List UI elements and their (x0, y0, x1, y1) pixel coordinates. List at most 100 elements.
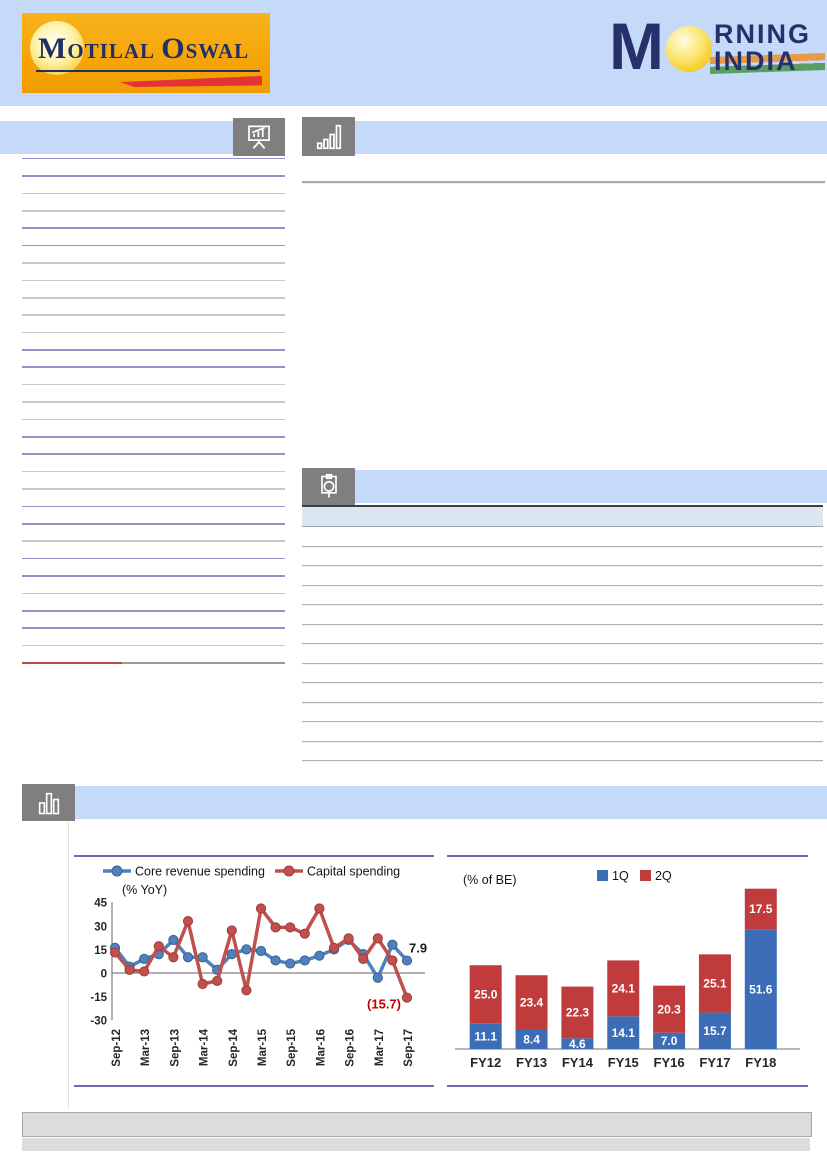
svg-text:FY13: FY13 (516, 1055, 547, 1070)
svg-text:(% YoY): (% YoY) (122, 883, 167, 897)
toc-row[interactable] (22, 612, 285, 629)
toc-row[interactable] (22, 438, 285, 456)
toc-row[interactable] (22, 142, 285, 160)
toc-row-underline (22, 349, 285, 351)
toc-row-underline (22, 366, 285, 369)
toc-row[interactable] (22, 351, 285, 369)
section-bar-middle (302, 470, 827, 503)
toc-row[interactable] (22, 264, 285, 282)
toc-row[interactable] (22, 333, 285, 351)
svg-text:0: 0 (101, 969, 107, 981)
toc-row[interactable] (22, 559, 285, 577)
toc-row-underline (22, 488, 285, 490)
clipboard-magnifier-icon (302, 468, 355, 505)
toc-row[interactable] (22, 594, 285, 612)
toc-row-underline (22, 401, 285, 403)
toc-row[interactable] (22, 646, 285, 664)
table-row (302, 625, 823, 644)
toc-row[interactable] (22, 542, 285, 560)
svg-text:Capital spending: Capital spending (307, 865, 400, 879)
toc-row[interactable] (22, 281, 285, 299)
table-row (302, 527, 823, 547)
table-body (302, 527, 823, 761)
svg-text:11.1: 11.1 (474, 1029, 497, 1043)
svg-text:Mar-15: Mar-15 (257, 1028, 269, 1066)
toc-row[interactable] (22, 629, 285, 647)
table-row (302, 547, 823, 566)
line-chart: 45 30 15 0 -15 -30 Sep-12 Mar-13 Sep-13 Mar-14 Sep… (90, 865, 427, 1067)
table-row (302, 605, 823, 625)
svg-text:Mar-13: Mar-13 (140, 1029, 152, 1066)
toc-row[interactable] (22, 420, 285, 438)
toc-row[interactable] (22, 368, 285, 386)
svg-text:Mar-17: Mar-17 (374, 1029, 386, 1066)
svg-text:-15: -15 (90, 992, 107, 1004)
ascending-bars-icon (302, 117, 355, 156)
svg-text:20.3: 20.3 (657, 1002, 681, 1016)
bar-chart-panel: 11.1 25.0 FY12 8.4 23.4 FY13 4.6 22.3 FY14 14.1 24… (447, 855, 808, 1087)
toc-row[interactable] (22, 472, 285, 490)
toc-row-underline (22, 453, 285, 456)
toc-row-underline (22, 383, 285, 386)
toc-row-underline (22, 644, 285, 647)
table-row (302, 742, 823, 761)
toc-row-underline (22, 209, 285, 212)
morning-india-logo: M RNING INDIA (609, 9, 825, 83)
toc-row-underline (22, 175, 285, 177)
table-row (302, 683, 823, 703)
top-banner: MOTILAL OSWAL M RNING INDIA (0, 0, 827, 106)
toc-row-underline (22, 627, 285, 629)
toc-row[interactable] (22, 212, 285, 229)
svg-text:4.6: 4.6 (569, 1037, 586, 1051)
footer-bar (22, 1112, 812, 1137)
motilal-oswal-logo-text: MOTILAL OSWAL (38, 32, 250, 65)
toc-row-underline (22, 331, 285, 334)
toc-row[interactable] (22, 299, 285, 316)
toc-row[interactable] (22, 194, 285, 212)
table-row (302, 566, 823, 586)
table-row (302, 644, 823, 664)
toc-row[interactable] (22, 246, 285, 264)
toc-row[interactable] (22, 455, 285, 473)
svg-text:FY12: FY12 (470, 1055, 501, 1070)
section-bar-right (302, 121, 827, 154)
toc-row[interactable] (22, 316, 285, 334)
toc-row[interactable] (22, 403, 285, 421)
column-chart-icon (22, 784, 75, 821)
table-row (302, 664, 823, 683)
svg-text:-30: -30 (90, 1016, 107, 1028)
toc-row[interactable] (22, 159, 285, 177)
toc-row[interactable] (22, 229, 285, 247)
toc-row-underline (22, 575, 285, 577)
divider-vertical (68, 822, 69, 1108)
morning-india-m: M (609, 9, 664, 83)
toc-row[interactable] (22, 525, 285, 542)
toc-row[interactable] (22, 490, 285, 508)
table-row (302, 586, 823, 605)
svg-text:15.7: 15.7 (703, 1024, 727, 1038)
toc-row-underline (22, 227, 285, 229)
table-row (302, 703, 823, 722)
toc-row-underline (22, 523, 285, 525)
svg-text:17.5: 17.5 (749, 902, 773, 916)
toc-row[interactable] (22, 177, 285, 195)
toc-row[interactable] (22, 385, 285, 403)
svg-text:23.4: 23.4 (520, 996, 544, 1010)
svg-text:Sep-13: Sep-13 (169, 1029, 181, 1067)
toc-row[interactable] (22, 577, 285, 595)
section-bar-bottom (22, 786, 827, 819)
toc-list (22, 142, 285, 664)
logo-underline (36, 70, 260, 72)
toc-row-underline (22, 244, 285, 247)
svg-text:FY15: FY15 (608, 1055, 639, 1070)
toc-row-underline (22, 505, 285, 508)
svg-text:FY17: FY17 (699, 1055, 730, 1070)
svg-text:Sep-12: Sep-12 (111, 1029, 123, 1067)
stacked-bar-chart: 11.1 25.0 FY12 8.4 23.4 FY13 4.6 22.3 FY14 14.1 24… (455, 869, 800, 1070)
toc-row-underline (22, 262, 285, 264)
svg-text:45: 45 (94, 898, 107, 910)
toc-row[interactable] (22, 507, 285, 525)
presentation-chart-icon (233, 118, 285, 156)
svg-text:Sep-17: Sep-17 (403, 1029, 415, 1067)
